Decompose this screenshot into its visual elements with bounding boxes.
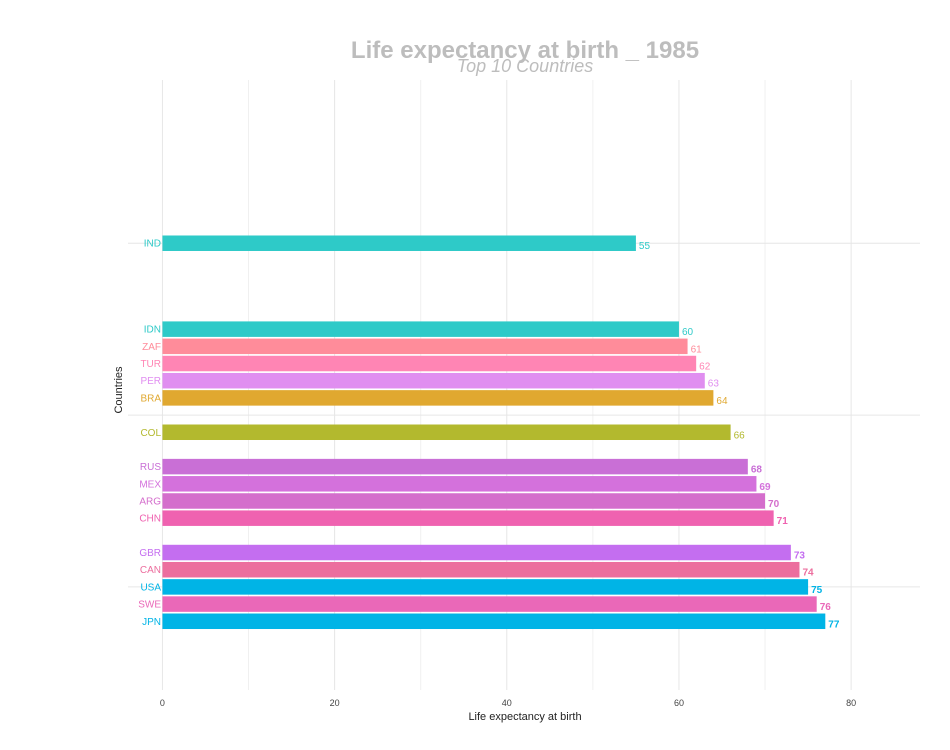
bar-idn bbox=[162, 321, 679, 337]
category-labels: IND IDN ZAF TUR PER BRA COL RUS MEX ARG CHN GBR CAN U… bbox=[138, 239, 161, 628]
x-tick-label: 60 bbox=[674, 698, 684, 708]
value-label: 68 bbox=[751, 465, 763, 476]
category-label: ZAF bbox=[142, 342, 161, 353]
category-label: TUR bbox=[140, 359, 161, 370]
value-label: 64 bbox=[716, 396, 728, 407]
bar-ind bbox=[162, 235, 636, 251]
y-axis-title: Countries bbox=[113, 366, 125, 414]
value-label: 76 bbox=[820, 602, 832, 613]
bar-tur bbox=[162, 355, 697, 372]
category-label: IND bbox=[144, 239, 161, 250]
value-label: 73 bbox=[794, 551, 806, 562]
category-label: RUS bbox=[140, 462, 161, 473]
value-label: 71 bbox=[777, 516, 789, 527]
x-tick-label: 20 bbox=[330, 698, 340, 708]
value-label: 63 bbox=[708, 379, 720, 390]
value-labels: 55 60 61 62 63 64 66 68 69 70 71 73 74 75 76 77 bbox=[639, 241, 840, 630]
category-label: ARG bbox=[139, 496, 161, 507]
category-label: GBR bbox=[139, 548, 161, 559]
bar-can bbox=[162, 561, 800, 578]
bar-mex bbox=[162, 476, 757, 492]
category-label: MEX bbox=[139, 479, 161, 490]
category-label: JPN bbox=[142, 617, 161, 628]
bar-col bbox=[162, 424, 731, 441]
value-label: 55 bbox=[639, 241, 651, 252]
value-label: 75 bbox=[811, 585, 823, 596]
x-tick-label: 0 bbox=[160, 698, 165, 708]
bar-bra bbox=[162, 390, 714, 406]
bar-jpn bbox=[162, 613, 826, 630]
bar-swe bbox=[162, 596, 817, 612]
value-label: 74 bbox=[802, 568, 814, 579]
value-label: 62 bbox=[699, 362, 711, 373]
value-label: 61 bbox=[691, 344, 703, 355]
category-label: SWE bbox=[138, 600, 161, 611]
category-label: PER bbox=[140, 376, 161, 387]
bar-per bbox=[162, 372, 705, 389]
category-label: IDN bbox=[144, 325, 161, 336]
category-label: COL bbox=[140, 428, 161, 439]
bar-chn bbox=[162, 510, 774, 526]
category-label: CAN bbox=[140, 565, 161, 576]
x-tick-label: 40 bbox=[502, 698, 512, 708]
bars-group bbox=[162, 235, 826, 630]
value-label: 60 bbox=[682, 327, 694, 338]
value-label: 66 bbox=[734, 430, 746, 441]
x-axis-ticks: 0 20 40 60 80 bbox=[160, 698, 856, 708]
bar-rus bbox=[162, 458, 748, 475]
x-axis-title: Life expectancy at birth bbox=[468, 711, 581, 723]
category-label: CHN bbox=[139, 514, 161, 525]
chart-subtitle: Top 10 Countries bbox=[457, 56, 593, 76]
bar-zaf bbox=[162, 338, 688, 355]
category-label: USA bbox=[140, 582, 161, 593]
category-label: BRA bbox=[140, 393, 161, 404]
bar-usa bbox=[162, 579, 809, 595]
value-label: 69 bbox=[759, 482, 771, 493]
bar-arg bbox=[162, 493, 766, 509]
bar-gbr bbox=[162, 544, 791, 561]
chart-title: Life expectancy at birth _ 1985 bbox=[351, 37, 699, 64]
value-label: 70 bbox=[768, 499, 780, 510]
value-label: 77 bbox=[828, 619, 840, 630]
x-tick-label: 80 bbox=[846, 698, 856, 708]
